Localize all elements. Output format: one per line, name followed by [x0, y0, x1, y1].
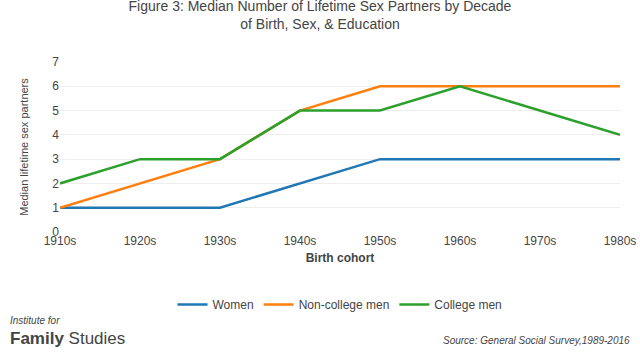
svg-text:Institute for: Institute for — [10, 315, 60, 326]
svg-text:1980s: 1980s — [604, 234, 637, 248]
svg-text:3: 3 — [52, 152, 59, 166]
svg-text:4: 4 — [52, 128, 59, 142]
svg-text:Median lifetime sex partners: Median lifetime sex partners — [18, 78, 30, 216]
svg-text:1: 1 — [52, 201, 59, 215]
svg-text:College men: College men — [434, 298, 501, 312]
svg-text:Family Studies: Family Studies — [10, 329, 125, 348]
svg-text:1950s: 1950s — [364, 234, 397, 248]
svg-text:Source: General Social Survey,: Source: General Social Survey,1989-2016 — [443, 335, 630, 346]
svg-text:1920s: 1920s — [124, 234, 157, 248]
svg-text:1970s: 1970s — [524, 234, 557, 248]
svg-text:0: 0 — [52, 225, 59, 239]
svg-text:5: 5 — [52, 104, 59, 118]
svg-text:6: 6 — [52, 79, 59, 93]
svg-text:Figure 3: Median Number of Lif: Figure 3: Median Number of Lifetime Sex … — [129, 0, 512, 32]
svg-text:Birth cohort: Birth cohort — [306, 251, 375, 265]
svg-text:7: 7 — [52, 55, 59, 69]
svg-text:1940s: 1940s — [284, 234, 317, 248]
svg-text:Non-college men: Non-college men — [299, 298, 390, 312]
svg-text:1910s: 1910s — [44, 234, 77, 248]
svg-text:1930s: 1930s — [204, 234, 237, 248]
svg-text:2: 2 — [52, 177, 59, 191]
svg-text:Women: Women — [213, 298, 254, 312]
svg-text:1960s: 1960s — [444, 234, 477, 248]
